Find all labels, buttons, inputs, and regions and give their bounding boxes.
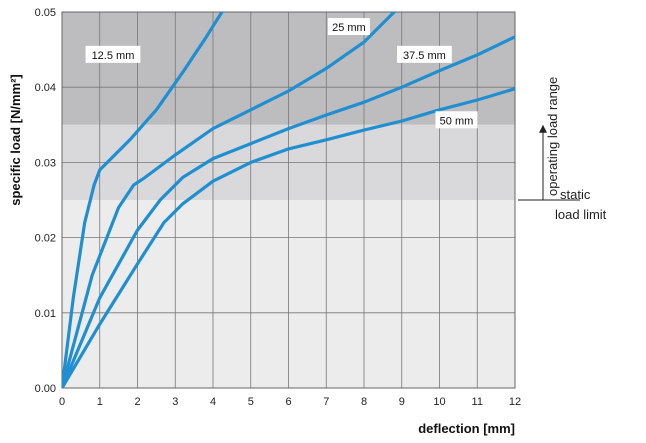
limit-label-line1: static: [560, 187, 591, 202]
x-tick-label-10: 10: [433, 396, 445, 408]
x-tick-label-6: 6: [285, 396, 291, 408]
x-tick-label-11: 11: [472, 396, 483, 408]
range-arrow-head: [539, 124, 547, 133]
annotations: operating load range static load limit: [518, 77, 607, 222]
series-label-box-3: [435, 111, 478, 129]
y-tick-label-4: 0.04: [35, 82, 56, 94]
range-label: operating load range: [545, 77, 560, 196]
series-lines: [62, 12, 515, 388]
series-label-box-0: [85, 45, 141, 63]
y-axis-title: specific load [N/mm²]: [8, 74, 23, 205]
x-tick-label-9: 9: [399, 396, 405, 408]
series-label-0: 12.5 mm: [92, 50, 135, 62]
y-tick-label-1: 0.01: [35, 308, 56, 320]
series-label-1: 25 mm: [332, 22, 366, 34]
series-line-2: [62, 35, 515, 388]
x-tick-label-3: 3: [172, 396, 178, 408]
plot-border: [61, 11, 516, 389]
series-line-0: [62, 12, 224, 388]
x-tick-label-12: 12: [509, 396, 521, 408]
y-tick-label-5: 0.05: [35, 7, 56, 19]
x-tick-label-7: 7: [323, 396, 329, 408]
series-label-3: 50 mm: [440, 115, 474, 127]
series-label-2: 37.5 mm: [403, 50, 446, 62]
series-line-3: [62, 87, 515, 388]
series-line-1: [62, 12, 397, 388]
series-labels: 12.5 mm 25 mm 37.5 mm 50 mm: [85, 18, 478, 129]
y-tick-label-2: 0.02: [35, 233, 56, 245]
x-axis-title: deflection [mm]: [418, 421, 515, 436]
x-tick-label-4: 4: [210, 396, 216, 408]
x-tick-label-5: 5: [248, 396, 254, 408]
x-tick-label-8: 8: [361, 396, 367, 408]
series-label-box-1: [327, 18, 370, 36]
y-tick-label-3: 0.03: [35, 157, 56, 169]
y-tick-label-0: 0.00: [35, 383, 56, 395]
x-tick-label-0: 0: [59, 396, 65, 408]
x-tick-label-1: 1: [97, 396, 103, 408]
tick-labels: 0 1 2 3 4 5 6 7 8 9 10 11 120.000.010.020.030.040.05: [35, 7, 522, 408]
x-tick-label-2: 2: [134, 396, 140, 408]
series-label-box-2: [397, 45, 452, 63]
limit-label-line2: load limit: [555, 207, 607, 222]
